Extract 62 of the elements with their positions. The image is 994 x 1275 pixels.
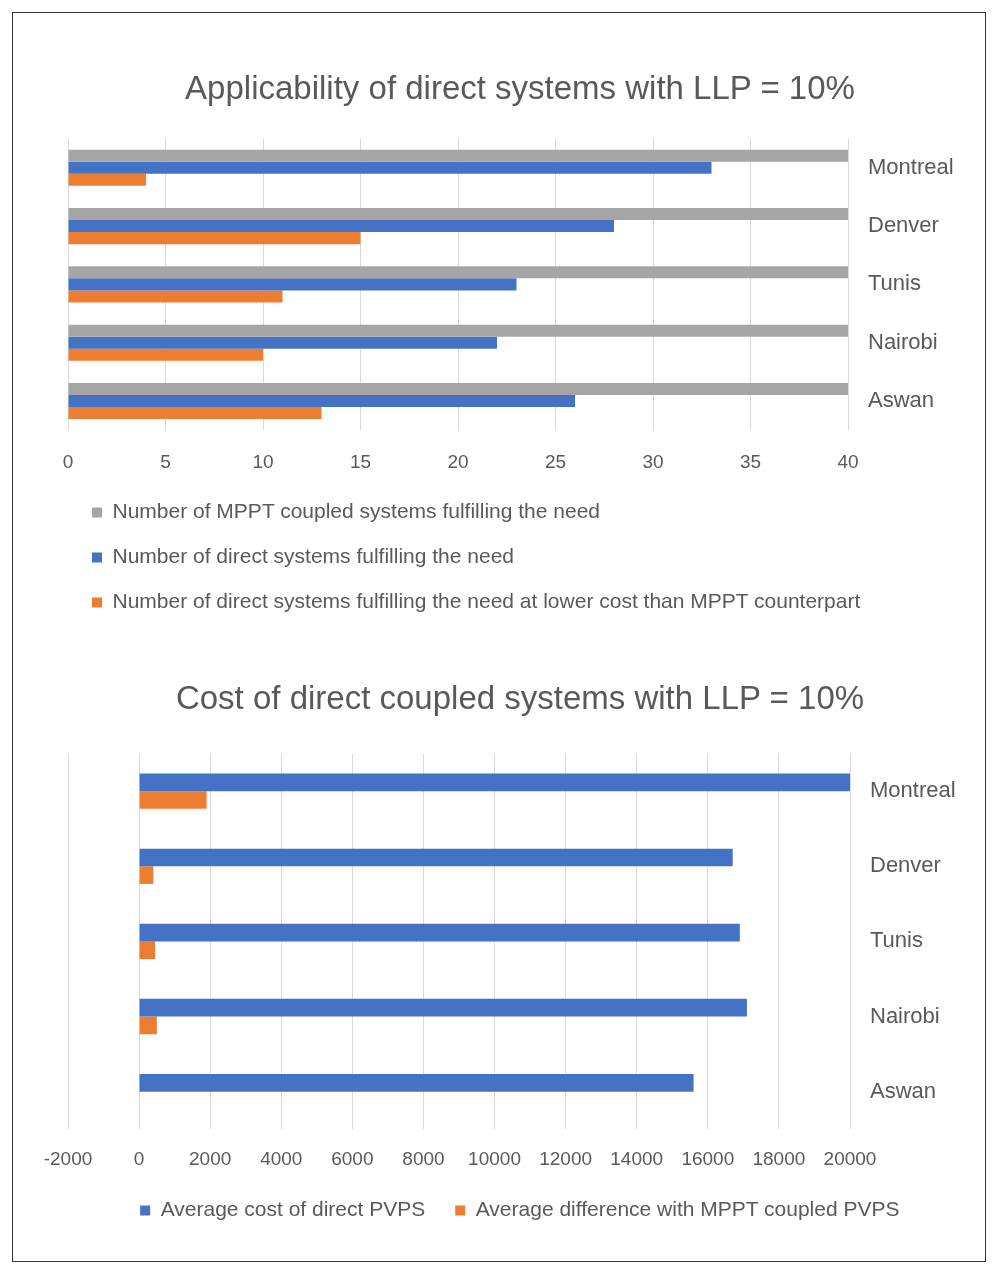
x-tick-label: -2000 [43, 1147, 93, 1169]
bar [68, 173, 146, 186]
bar [139, 923, 740, 942]
bar [139, 848, 733, 867]
x-tick-label: 30 [642, 450, 664, 472]
x-tick-label: 0 [133, 1147, 145, 1169]
legend-label: Number of direct systems fulfilling the need at lower cost than MPPT counterpart [112, 589, 861, 613]
x-tick-label: 5 [160, 450, 171, 472]
y-tick-label: Tunis [868, 270, 921, 296]
x-tick-label: 18000 [752, 1147, 806, 1169]
bar [68, 407, 322, 420]
bar [68, 161, 712, 174]
x-tick-label: 12000 [539, 1147, 593, 1169]
y-tick-label: Montreal [868, 153, 954, 179]
bar [68, 324, 848, 337]
bar [139, 998, 747, 1017]
bar [68, 395, 575, 408]
x-tick-label: 2000 [189, 1147, 232, 1169]
x-tick-label: 0 [62, 450, 74, 472]
legend-label: Number of direct systems fulfilling the need [112, 544, 515, 568]
x-tick-label: 4000 [260, 1147, 303, 1169]
bar [68, 220, 614, 233]
bar [139, 941, 156, 960]
bar [139, 1073, 694, 1092]
bar [68, 382, 848, 396]
x-tick-label: 20 [447, 450, 469, 472]
bar [68, 208, 848, 221]
bar [68, 278, 517, 291]
x-tick-label: 14000 [610, 1147, 664, 1169]
bar [139, 866, 154, 884]
x-tick-label: 10 [252, 450, 274, 472]
y-tick-label: Nairobi [868, 328, 938, 354]
legend-label: Average cost of direct PVPS [160, 1197, 426, 1221]
bar [68, 336, 497, 349]
x-tick-label: 25 [544, 450, 567, 472]
y-tick-label: Aswan [870, 1077, 937, 1103]
bar [68, 266, 848, 279]
y-tick-label: Montreal [870, 777, 956, 803]
legend-label: Average difference with MPPT coupled PVPS [475, 1197, 900, 1221]
x-tick-label: 40 [837, 450, 859, 472]
x-tick-label: 8000 [402, 1147, 445, 1169]
bar [139, 773, 850, 792]
bar [68, 232, 361, 245]
y-tick-label: Denver [868, 212, 939, 238]
bar [68, 290, 283, 303]
x-tick-label: 35 [739, 450, 762, 472]
bar [68, 149, 848, 162]
x-tick-label: 20000 [823, 1147, 877, 1169]
y-tick-label: Tunis [870, 927, 923, 953]
y-tick-label: Aswan [868, 387, 935, 413]
x-tick-label: 10000 [468, 1147, 521, 1169]
x-tick-label: 16000 [681, 1147, 735, 1169]
y-tick-label: Nairobi [870, 1002, 940, 1028]
chart-title: Cost of direct coupled systems with LLP = 10% [175, 678, 865, 716]
y-tick-label: Denver [870, 852, 941, 878]
x-tick-label: 15 [349, 450, 372, 472]
bar [68, 348, 263, 361]
bar [139, 791, 207, 809]
chart-title: Applicability of direct systems with LLP = 10% [185, 68, 855, 106]
legend-label: Number of MPPT coupled systems fulfilling the need [112, 499, 601, 523]
bar [139, 1016, 157, 1035]
x-tick-label: 6000 [331, 1147, 374, 1169]
